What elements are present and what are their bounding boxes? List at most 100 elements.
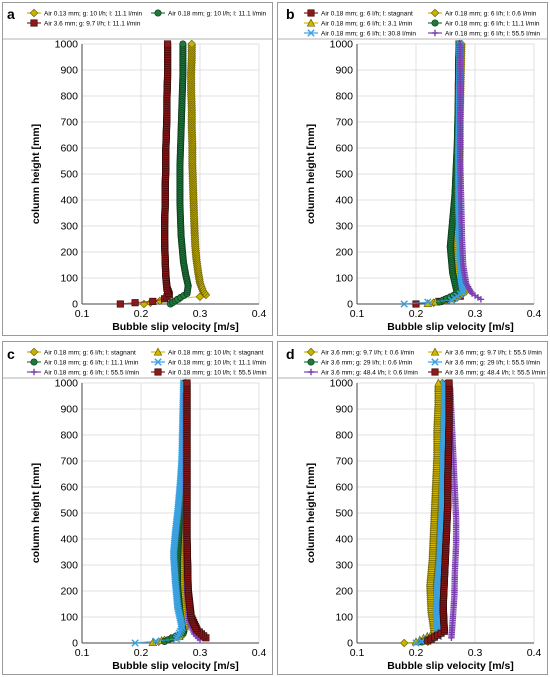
y-tick-label: 300: [60, 221, 78, 233]
y-tick-label: 600: [60, 143, 78, 155]
data-point: [152, 637, 160, 645]
y-tick-label: 800: [335, 91, 353, 103]
y-tick-label: 500: [60, 508, 78, 520]
y-tick-label: 800: [60, 430, 78, 442]
y-tick-label: 1000: [330, 39, 354, 51]
data-point: [399, 638, 409, 648]
x-tick-label: 0.4: [527, 308, 542, 320]
series-3: [116, 40, 173, 308]
data-point: [183, 379, 191, 387]
legend: Air 0.18 mm; g: 6 l/h; l: stagnant Air 0.…: [27, 347, 267, 377]
y-tick-label: 300: [335, 560, 353, 572]
legend-marker: [306, 18, 316, 27]
y-tick-label: 500: [335, 508, 353, 520]
chart-svg-a: 0 100 200 300 400 500 600 700 800 900 1000 0.1 0.2 0.…: [3, 8, 272, 333]
y-tick-label: 700: [60, 117, 78, 129]
legend-label: Air 3.6 mm; g: 48.4 l/h; l: 55.5 l/min: [445, 370, 546, 377]
panel-letter-a: a: [7, 6, 15, 22]
legend-label: Air 0.18 mm; g: 6 l/h; l: 0.6 l/min: [445, 11, 537, 18]
data-point: [131, 299, 139, 307]
data-point: [131, 639, 139, 647]
y-tick-label: 900: [335, 404, 353, 416]
data-point: [116, 300, 124, 308]
gridlines: [356, 43, 535, 305]
panel-letter-c: c: [7, 346, 15, 362]
y-tick-label: 1000: [55, 378, 79, 390]
legend-label: Air 3.6 mm; g: 9.7 l/h; l: 55.5 l/min: [445, 350, 542, 357]
data-point: [445, 379, 453, 387]
x-tick-label: 0.1: [75, 308, 90, 320]
legend-label: Air 0.18 mm; g: 6 l/h; l: 11.1 l/min: [445, 21, 540, 28]
y-tick-label: 600: [60, 482, 78, 494]
series-4: [131, 379, 188, 647]
y-tick-label: 1000: [330, 378, 354, 390]
legend-marker: [431, 29, 439, 37]
x-tick-label: 0.3: [193, 647, 208, 659]
y-axis-label: column height [mm]: [30, 463, 42, 563]
series-2: [166, 40, 192, 308]
x-tick-label: 0.1: [75, 647, 90, 659]
x-tick-label: 0.3: [468, 308, 483, 320]
y-tick-label: 600: [335, 143, 353, 155]
y-tick-label: 0: [72, 299, 78, 311]
data-point: [179, 40, 187, 48]
legend-marker: [153, 347, 163, 356]
legend-marker: [307, 29, 315, 37]
x-axis-label: Bubble slip velocity [m/s]: [387, 321, 514, 333]
legend: Air 3.6 mm; g: 9.7 l/h; l: 0.6 l/min Air …: [304, 347, 546, 377]
y-tick-label: 1000: [55, 39, 79, 51]
y-tick-label: 900: [335, 65, 353, 77]
y-axis-label: column height [mm]: [305, 124, 317, 224]
y-tick-label: 500: [60, 169, 78, 181]
chart-panel-a: 0 100 200 300 400 500 600 700 800 900 1000 0.1 0.2 0.…: [2, 2, 273, 336]
data-point: [457, 40, 464, 48]
legend-label: Air 3.6 mm; g: 29 l/h; l: 0.6 l/min: [321, 360, 413, 367]
legend-label: Air 3.6 mm; g: 9.7 l/h; l: 0.6 l/min: [321, 350, 415, 357]
y-tick-label: 800: [60, 91, 78, 103]
legend-marker: [307, 358, 315, 366]
y-tick-label: 100: [60, 273, 78, 285]
x-tick-label: 0.4: [252, 647, 267, 659]
panel-letter-d: d: [286, 346, 295, 362]
y-axis-label: column height [mm]: [305, 463, 317, 563]
legend-label: Air 0.18 mm; g: 10 l/h; l: 11.1 l/min: [168, 11, 267, 18]
legend-label: Air 0.18 mm; g: 6 l/h; l: stagnant: [321, 11, 413, 18]
legend-marker: [431, 19, 439, 27]
y-tick-label: 200: [60, 247, 78, 259]
y-tick-label: 700: [335, 117, 353, 129]
legend: Air 0.18 mm; g: 6 l/h; l: stagnant Air 0.…: [304, 8, 540, 38]
legend-marker: [30, 358, 38, 366]
y-tick-label: 100: [335, 612, 353, 624]
legend-label: Air 0.18 mm; g: 10 l/h; l: 55.5 l/min: [168, 370, 267, 377]
data-point: [434, 378, 443, 387]
x-tick-label: 0.2: [134, 308, 149, 320]
legend-marker: [30, 19, 38, 27]
chart-svg-b: 0 100 200 300 400 500 600 700 800 900 1000 0.1 0.2 0.…: [278, 8, 547, 333]
data-point: [149, 297, 157, 305]
x-tick-label: 0.2: [409, 308, 424, 320]
legend-marker: [30, 368, 38, 376]
chart-panel-c: 0 100 200 300 400 500 600 700 800 900 1000 0.1 0.2 0.…: [2, 341, 273, 675]
x-tick-label: 0.2: [134, 647, 149, 659]
y-tick-label: 500: [335, 169, 353, 181]
data-point: [417, 637, 426, 646]
data-point: [412, 639, 420, 647]
x-axis-label: Bubble slip velocity [m/s]: [387, 660, 514, 672]
series-1: [139, 39, 211, 309]
chart-svg-d: 0 100 200 300 400 500 600 700 800 900 1000 0.1 0.2 0.…: [278, 347, 547, 672]
y-tick-label: 600: [335, 482, 353, 494]
y-tick-label: 700: [335, 456, 353, 468]
chart-svg-c: 0 100 200 300 400 500 600 700 800 900 1000 0.1 0.2 0.…: [3, 347, 272, 672]
chart-panel-b: 0 100 200 300 400 500 600 700 800 900 1000 0.1 0.2 0.…: [277, 2, 548, 336]
legend-marker: [154, 358, 162, 366]
x-axis-label: Bubble slip velocity [m/s]: [112, 321, 239, 333]
chart-panel-d: 0 100 200 300 400 500 600 700 800 900 1000 0.1 0.2 0.…: [277, 341, 548, 675]
legend-marker: [29, 347, 39, 357]
x-tick-label: 0.4: [527, 647, 542, 659]
legend-label: Air 0.18 mm; g: 6 l/h; l: 30.8 l/min: [321, 31, 416, 38]
y-tick-label: 0: [347, 638, 353, 650]
legend-label: Air 0.18 mm; g: 6 l/h; l: 3.1 l/min: [321, 21, 413, 28]
y-tick-label: 400: [60, 195, 78, 207]
x-tick-label: 0.3: [468, 647, 483, 659]
